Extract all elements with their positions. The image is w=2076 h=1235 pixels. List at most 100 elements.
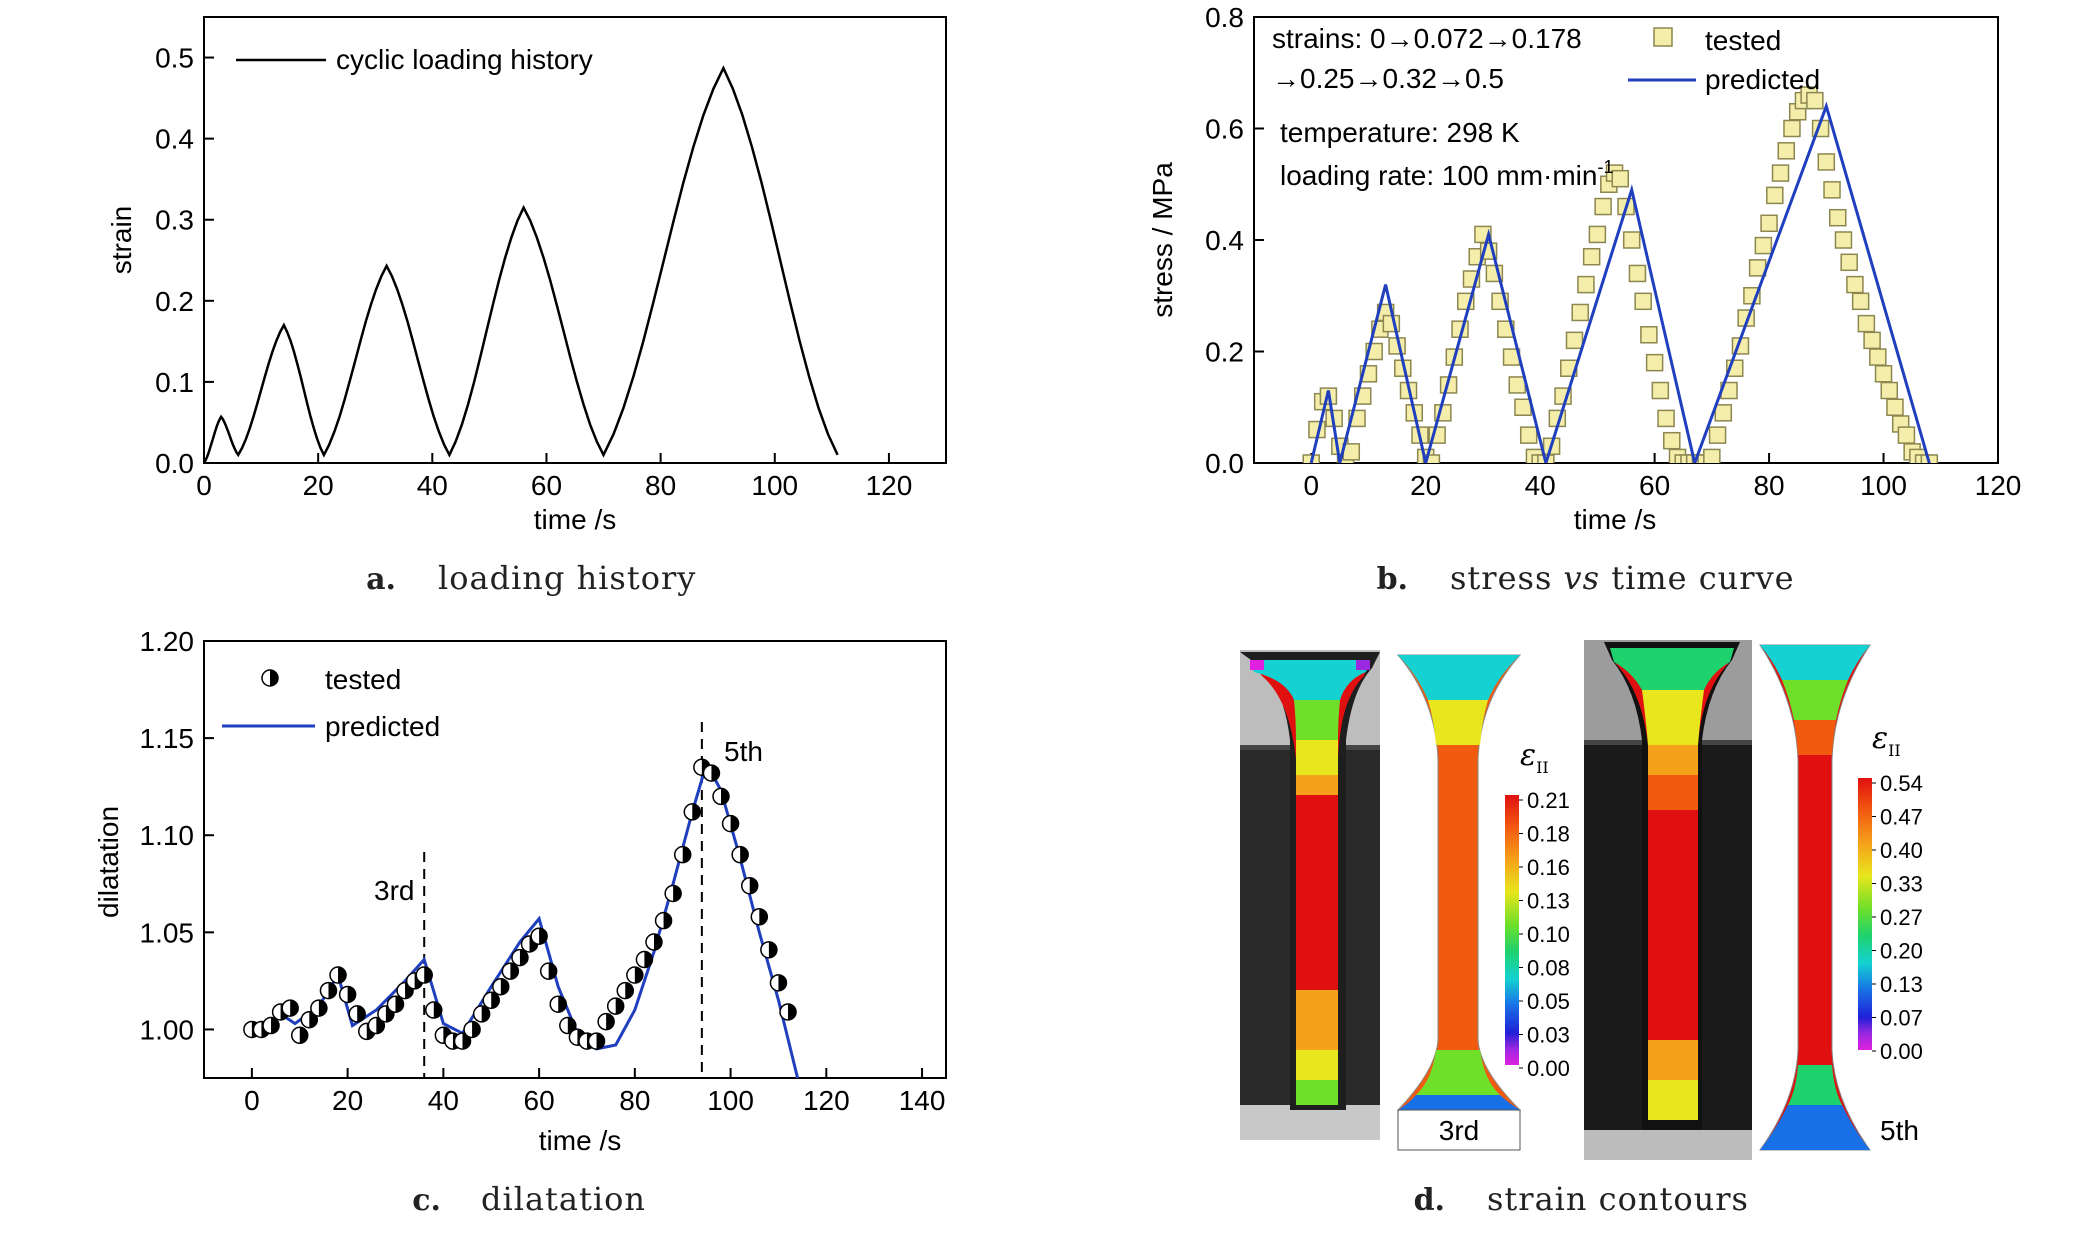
panel-d-label-5th: 5th [1880,1115,1919,1146]
panel-d-colorbar-label: 0.10 [1527,922,1570,947]
panel-d-colorbar-label: 0.40 [1880,838,1923,863]
panel-b-tested-point [1611,169,1630,188]
panel-d-colorbar-label: 0.13 [1880,972,1923,997]
panel-d-colorbar-label: 0.05 [1527,989,1570,1014]
panel-c-tested-point [606,997,625,1015]
panel-c-tested-point [645,933,663,951]
panel-d-symbol-3rd: εII [1520,738,1549,777]
panel-d-colorbar-label: 0.08 [1527,956,1570,981]
panel-b-ytick-label: 0.8 [1205,2,1244,33]
panel-a-caption: loading history [438,559,696,597]
panel-c-tested-point [683,803,702,821]
panel-a-xtick-label: 80 [645,470,676,501]
panel-b-tested-point [1508,376,1527,394]
panel-b-tested-point [1886,398,1904,416]
panel-b-tested-point [1565,331,1584,350]
panel-b-tested-point [1634,292,1652,311]
panel-c-tested-point [769,974,788,992]
panel-a-ytick-label: 0.0 [155,448,194,479]
panel-d-caption-letter: d. [1414,1183,1445,1218]
panel-a-xtick-label: 100 [751,470,798,501]
panel-a-ytick-label: 0.3 [155,205,194,236]
panel-d-colorbar-label: 0.33 [1880,872,1923,897]
panel-b-xtick-label: 0 [1303,470,1319,501]
panel-b-tested-point [1571,303,1589,322]
panel-b-caption-part-2: vs [1564,559,1601,597]
panel-a-ytick-label: 0.5 [155,43,194,74]
panel-b-tested-point [1514,398,1532,416]
panel-b-tested-point [1588,225,1607,244]
panel-b-tested-point [1869,348,1887,366]
panel-c-tested-point [779,1003,797,1021]
panel-b-tested-point [1806,91,1824,110]
panel-b-tested-point [1422,454,1441,463]
panel-d-caption: strain contours [1487,1180,1749,1218]
panel-c-xtick-label: 100 [707,1085,754,1116]
panel-c-vline-label-5th: 5th [724,736,763,767]
panel-b-caption-part-1: stress [1450,559,1564,597]
panel-c-legend-predicted: predicted [325,711,440,742]
panel-c-xtick-label: 120 [803,1085,850,1116]
panel-a-legend-label: cyclic loading history [336,44,593,75]
panel-c-tested-point [760,941,778,959]
panel-b-tested-point [1857,314,1876,333]
panel-b-tested-point [1640,326,1658,344]
panel-c-tested-point [262,1016,280,1035]
panel-b-ytick-label: 0.0 [1205,448,1244,479]
panel-a-ytick-label: 0.4 [155,124,194,155]
panel-c-tested-point [501,962,520,980]
panel-b-tested-point [1874,365,1893,383]
panel-b-tested-point [1754,236,1773,255]
panel-b-tested-point [1897,426,1916,444]
panel-b-xtick-label: 120 [1975,470,2022,501]
panel-b-legend-tested-marker [1653,27,1673,47]
panel-c-tested-point [664,884,682,903]
panel-d-label-box-3rd [1397,1109,1521,1151]
panel-b-caption: stress vs time curve [1450,559,1795,597]
panel-d-colorbar-label: 0.21 [1527,788,1570,813]
panel-b-legend-tested: tested [1705,25,1781,56]
panel-c-predicted-line [251,759,800,1078]
panel-d-colorbar-label: 0.20 [1880,939,1923,964]
panel-d-colorbar-3rd [1505,795,1519,1065]
panel-d-specimen-photo-3rd [1240,650,1380,1140]
panel-b-annotation-temperature: temperature: 298 K [1280,117,1520,148]
panel-c-xtick-label: 80 [619,1085,650,1116]
panel-d-fe-contour-5th [1759,644,1871,1151]
panel-b-tested-point [1834,231,1853,249]
panel-b-xtick-label: 20 [1410,470,1441,501]
panel-d-symbol-3rd-sub: II [1536,758,1549,777]
panel-c-tested-point [281,999,299,1017]
panel-b-ytick-label: 0.2 [1205,337,1244,368]
panel-a-caption-letter: a. [366,562,396,597]
panel-c-plot-frame [203,640,947,1079]
panel-a-xtick-label: 60 [531,470,562,501]
panel-b-caption-letter: b. [1377,562,1408,597]
panel-d-colorbar-label: 0.00 [1527,1056,1570,1081]
panel-c-tested-point [750,908,769,926]
panel-d-colorbar-label: 0.13 [1527,889,1570,914]
panel-d-symbol-5th-eps: ε [1872,721,1888,756]
panel-c-tested-point [702,764,721,782]
panel-c-ytick-label: 1.10 [140,820,195,851]
panel-b-tested-point [1594,197,1612,216]
panel-c-legend-tested: tested [325,664,401,695]
panel-d-colorbar-label: 0.16 [1527,855,1570,880]
panel-b-tested-point [1657,409,1675,428]
panel-c-tested-point [626,966,644,984]
panel-b-tested-point [1777,142,1795,160]
panel-c-ytick-label: 1.15 [140,723,195,754]
panel-c-caption-letter: c. [412,1183,441,1218]
panel-b-annotation-loading-rate-text: loading rate: 100 mm·min [1280,160,1597,191]
panel-b-tested-point [1783,119,1801,138]
panel-d-colorbar-5th [1858,778,1872,1050]
panel-b-xlabel: time /s [1574,504,1656,535]
panel-a-xtick-label: 40 [417,470,448,501]
panel-d-specimen-photo-5th [1584,640,1752,1160]
panel-c-tested-point [300,1010,319,1029]
panel-d-colorbar-label: 0.07 [1880,1006,1923,1031]
panel-b-xtick-label: 100 [1860,470,1907,501]
panel-a-series-cyclic-loading [204,65,839,463]
panel-c-tested-point [740,876,759,895]
panel-b-annotation-strains-1: strains: 0→0.072→0.178 [1272,23,1582,54]
